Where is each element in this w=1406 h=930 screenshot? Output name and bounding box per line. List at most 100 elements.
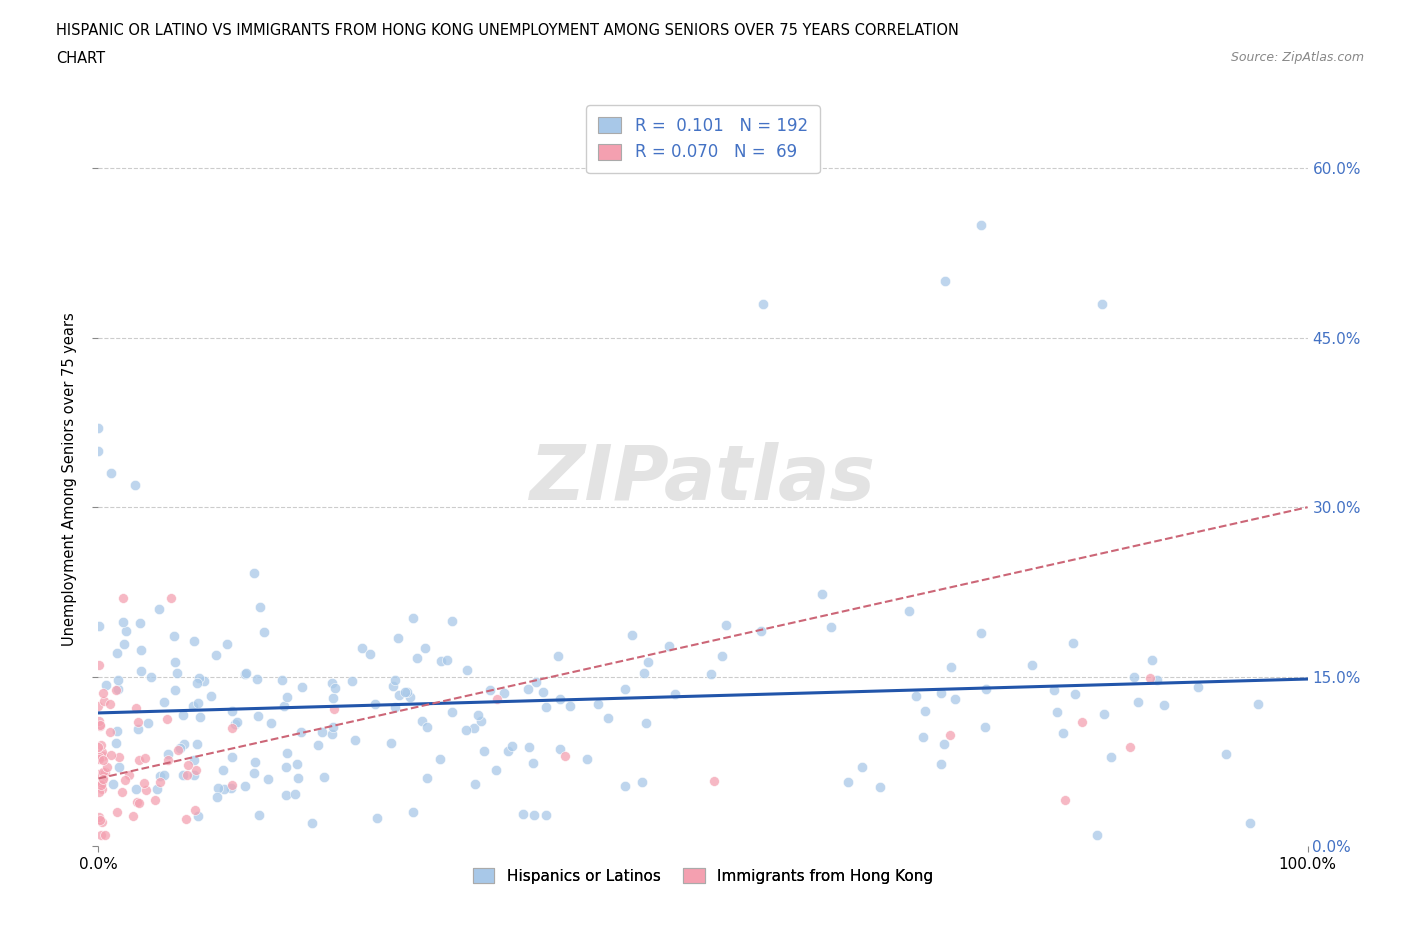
Point <box>274 760 297 775</box>
Point <box>221 777 243 792</box>
Point <box>1042 683 1064 698</box>
Point <box>100 466 122 481</box>
Point <box>456 662 478 677</box>
Point <box>87 444 110 458</box>
Point <box>247 807 270 822</box>
Point <box>276 746 298 761</box>
Point <box>479 683 502 698</box>
Point <box>205 790 228 804</box>
Point <box>974 720 997 735</box>
Point <box>340 673 363 688</box>
Point <box>87 750 110 764</box>
Point <box>90 777 112 791</box>
Point <box>91 772 114 787</box>
Point <box>384 673 406 688</box>
Point <box>101 777 124 791</box>
Point <box>221 721 243 736</box>
Point <box>415 641 437 656</box>
Point <box>517 682 540 697</box>
Point <box>135 783 157 798</box>
Point <box>91 752 114 767</box>
Point <box>406 651 429 666</box>
Point <box>114 623 136 638</box>
Point <box>301 816 323 830</box>
Point <box>169 740 191 755</box>
Point <box>364 697 387 711</box>
Point <box>188 710 211 724</box>
Point <box>399 690 422 705</box>
Point <box>214 781 236 796</box>
Point <box>290 724 312 739</box>
Point <box>429 752 451 767</box>
Point <box>1247 697 1270 711</box>
Point <box>1153 698 1175 712</box>
Point <box>402 611 425 626</box>
Point <box>156 711 179 726</box>
Point <box>274 787 297 802</box>
Point <box>416 720 439 735</box>
Point <box>1046 704 1069 719</box>
Point <box>531 684 554 699</box>
Point <box>523 807 546 822</box>
Point <box>87 698 110 713</box>
Point <box>107 759 129 774</box>
Point <box>323 701 346 716</box>
Point <box>105 646 128 661</box>
Point <box>249 600 271 615</box>
Point <box>93 685 115 700</box>
Point <box>91 745 114 760</box>
Point <box>89 718 111 733</box>
Point <box>550 692 572 707</box>
Point <box>87 420 110 435</box>
Point <box>221 750 243 764</box>
Point <box>153 695 176 710</box>
Point <box>124 477 146 492</box>
Point <box>631 775 654 790</box>
Point <box>929 685 952 700</box>
Point <box>613 681 636 696</box>
Point <box>284 786 307 801</box>
Point <box>104 683 127 698</box>
Point <box>243 565 266 580</box>
Point <box>463 721 485 736</box>
Point <box>89 713 111 728</box>
Point <box>187 809 209 824</box>
Point <box>323 681 346 696</box>
Point <box>614 779 637 794</box>
Point <box>1071 715 1094 730</box>
Point <box>1091 297 1114 312</box>
Point <box>291 680 314 695</box>
Point <box>221 780 243 795</box>
Point <box>1126 695 1149 710</box>
Point <box>359 646 381 661</box>
Point <box>91 815 114 830</box>
Point <box>664 686 686 701</box>
Point <box>1139 671 1161 685</box>
Text: HISPANIC OR LATINO VS IMMIGRANTS FROM HONG KONG UNEMPLOYMENT AMONG SENIORS OVER : HISPANIC OR LATINO VS IMMIGRANTS FROM HO… <box>56 23 959 38</box>
Point <box>200 689 222 704</box>
Point <box>93 828 115 843</box>
Point <box>912 729 935 744</box>
Point <box>501 738 523 753</box>
Point <box>128 796 150 811</box>
Point <box>271 672 294 687</box>
Point <box>127 714 149 729</box>
Point <box>166 665 188 680</box>
Point <box>145 792 167 807</box>
Point <box>464 777 486 791</box>
Point <box>596 711 619 726</box>
Point <box>90 737 112 752</box>
Point <box>207 780 229 795</box>
Point <box>122 808 145 823</box>
Point <box>905 688 928 703</box>
Point <box>87 766 110 781</box>
Point <box>700 666 723 681</box>
Point <box>352 641 374 656</box>
Point <box>467 708 489 723</box>
Point <box>524 675 547 690</box>
Point <box>260 715 283 730</box>
Point <box>710 648 733 663</box>
Point <box>221 704 243 719</box>
Point <box>1052 725 1074 740</box>
Point <box>89 751 111 766</box>
